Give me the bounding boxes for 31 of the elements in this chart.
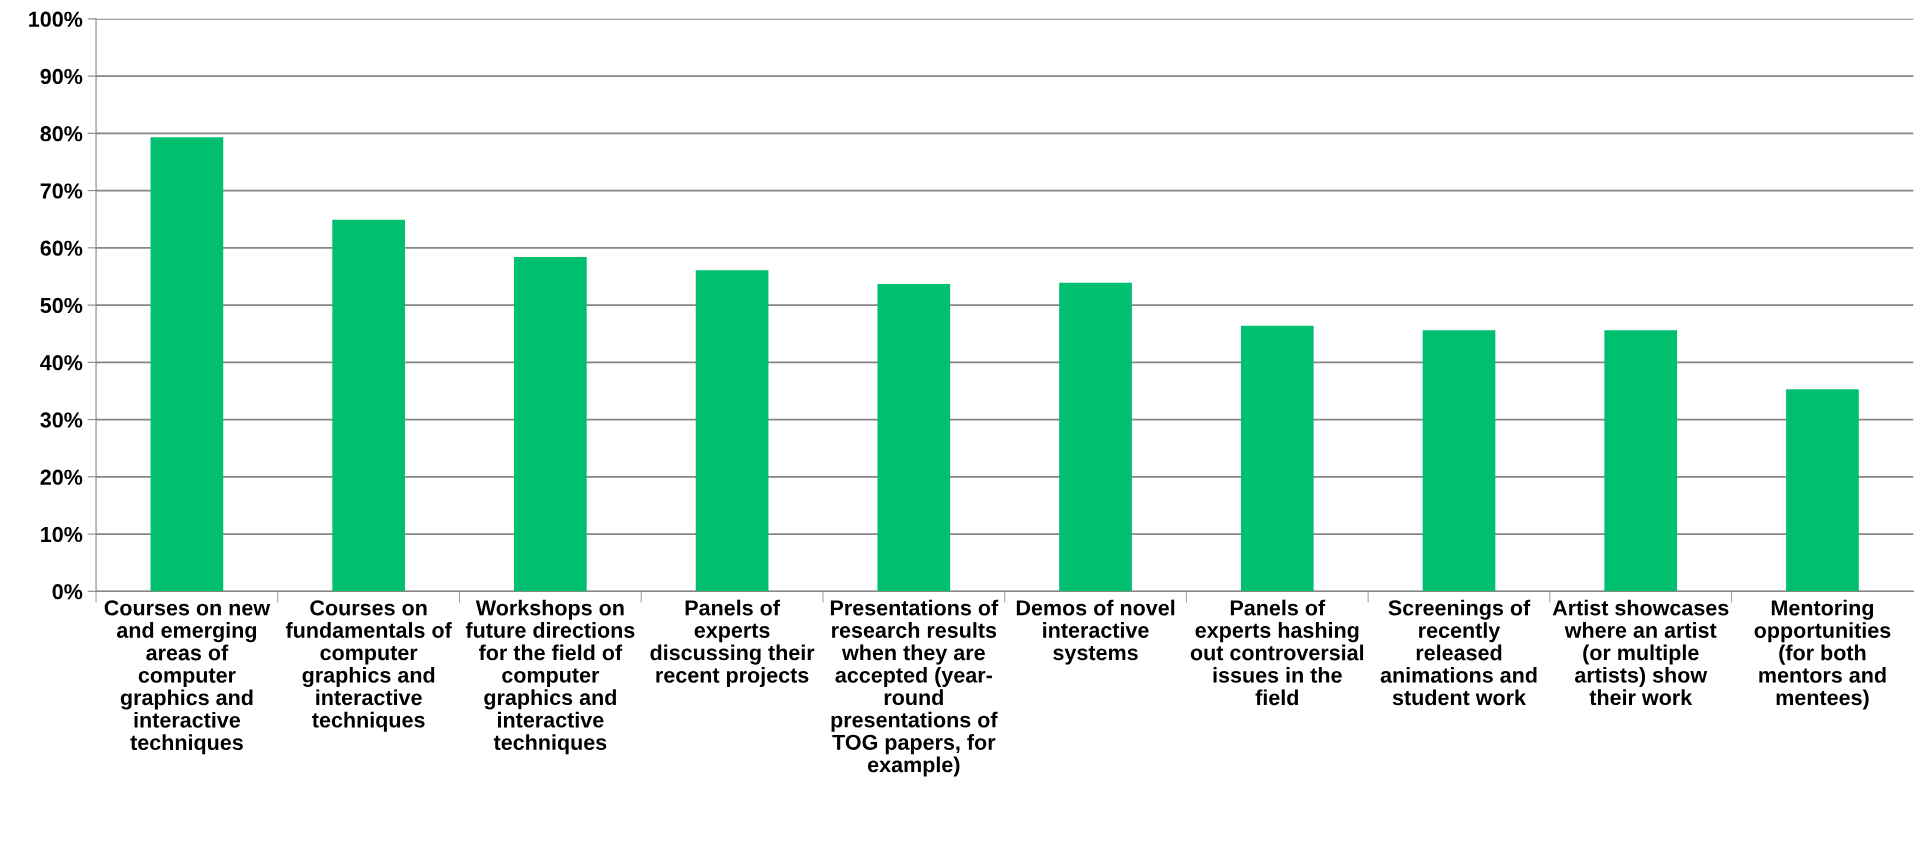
y-tick-label: 60% — [40, 240, 83, 256]
bar — [695, 270, 769, 592]
bar — [877, 283, 951, 592]
bar — [1604, 330, 1678, 592]
y-tick-label: 10% — [41, 526, 83, 543]
y-tick-label: 20% — [40, 469, 83, 485]
y-tick-label: 40% — [40, 355, 83, 371]
x-tick-label: Artist showcases where an artist (or multiple artists) show their work — [1552, 599, 1729, 706]
bar — [150, 137, 224, 592]
y-tick-label: 90% — [40, 68, 83, 85]
bar — [332, 219, 405, 592]
y-tick-label: 80% — [40, 126, 83, 142]
bar — [1422, 330, 1496, 592]
x-tick-label: Courses on new and emerging areas of computer graphics and interactive techniques — [104, 600, 271, 755]
y-tick-label: 50% — [40, 297, 83, 314]
y-tick-label: 30% — [40, 412, 83, 428]
x-tick-label: Panels of experts hashing out controversial issues in the field — [1190, 599, 1364, 706]
x-tick-label: Courses on fundamentals of computer graphics and interactive techniques — [285, 600, 452, 732]
x-tick-label: Panels of experts discussing their recent projects — [650, 599, 815, 688]
y-tick-label: 0% — [52, 584, 83, 600]
x-tick-label: Mentoring opportunities (for both mentors and mentees) — [1754, 599, 1891, 710]
x-tick-label: Presentations of research results when they are accepted (year- round presentations of TOG papers, for example) — [830, 599, 999, 777]
bar — [1240, 325, 1314, 592]
x-tick-label: Workshops on future directions for the field of computer graphics and interactive techniques — [465, 599, 635, 755]
y-tick-label: 70% — [40, 183, 83, 199]
x-tick-label: Demos of novel interactive systems — [1016, 599, 1175, 665]
y-tick-label: 100% — [29, 11, 83, 27]
x-tick-label: Screenings of recently released animations and student work — [1380, 599, 1537, 706]
bar — [1059, 282, 1132, 592]
bar — [514, 257, 587, 592]
bar — [1786, 389, 1859, 592]
